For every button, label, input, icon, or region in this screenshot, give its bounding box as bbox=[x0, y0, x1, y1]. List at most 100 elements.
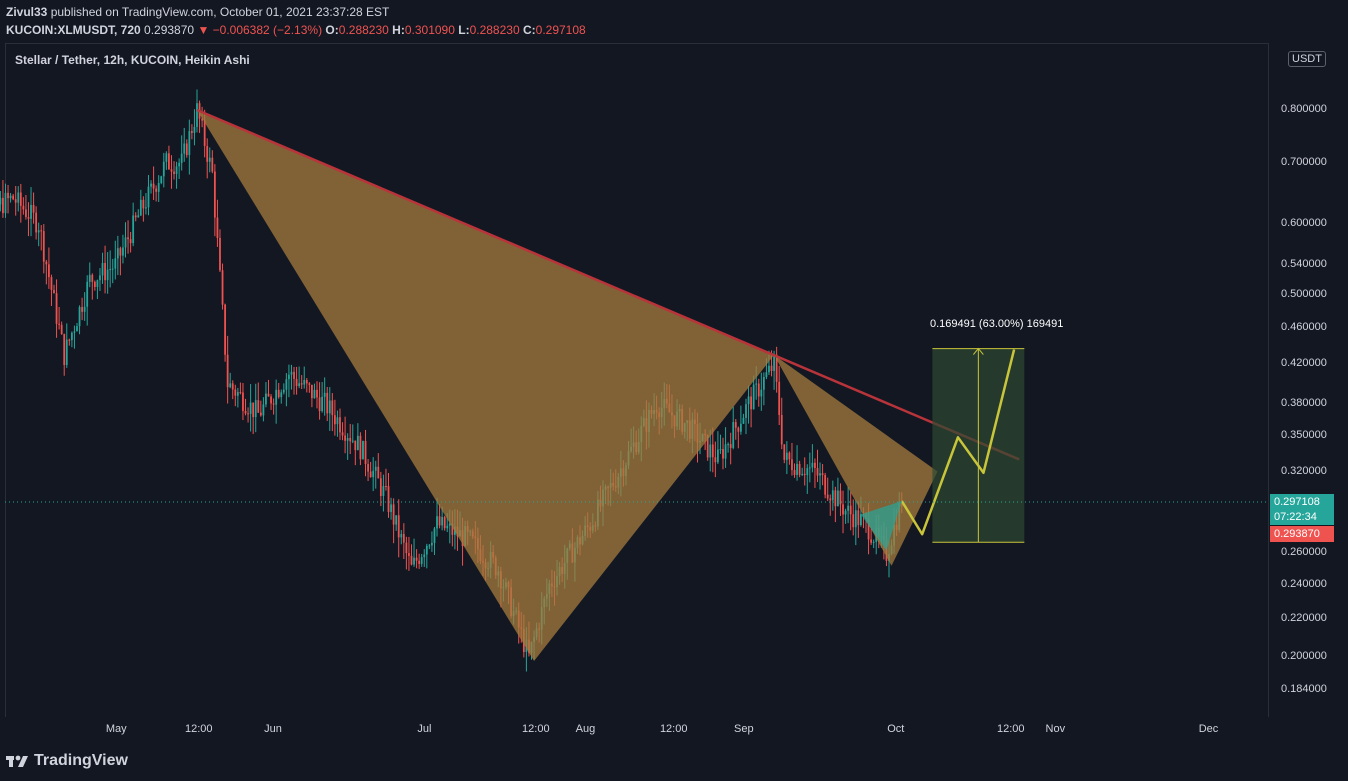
candle-body bbox=[106, 269, 109, 281]
candle-body bbox=[242, 392, 244, 411]
candle-body bbox=[265, 393, 267, 405]
candle-body bbox=[134, 215, 137, 218]
candle-body bbox=[870, 539, 873, 543]
drawings-layer bbox=[196, 108, 1025, 661]
series-legend[interactable]: Stellar / Tether, 12h, KUCOIN, Heikin As… bbox=[15, 53, 250, 67]
candle-body bbox=[203, 120, 206, 146]
candle-body bbox=[372, 470, 375, 478]
candle-body bbox=[742, 417, 745, 424]
x-tick-label: Sep bbox=[733, 723, 754, 735]
candle-body bbox=[119, 248, 122, 256]
candle-body bbox=[395, 515, 398, 525]
candle-body bbox=[867, 518, 870, 540]
candle-body bbox=[2, 197, 4, 214]
candle-body bbox=[168, 153, 170, 170]
candle-body bbox=[737, 427, 740, 432]
candle-body bbox=[183, 143, 186, 154]
candle-body bbox=[129, 239, 132, 244]
candle-body bbox=[142, 199, 145, 209]
candle-body bbox=[328, 400, 331, 414]
candle-body bbox=[313, 389, 316, 399]
candle-body bbox=[747, 396, 750, 405]
candle-body bbox=[60, 324, 63, 335]
candle-body bbox=[190, 131, 193, 133]
published-text: published on TradingView.com, October 01… bbox=[50, 5, 390, 19]
candle-body bbox=[402, 534, 405, 543]
x-tick-label: May bbox=[105, 723, 127, 735]
y-tick-label: 0.240000 bbox=[1281, 578, 1327, 591]
candle-body bbox=[236, 392, 239, 396]
close-value: 0.297108 bbox=[535, 23, 586, 37]
candle-body bbox=[793, 470, 796, 475]
y-tick-label: 0.540000 bbox=[1281, 258, 1327, 271]
candle-body bbox=[390, 504, 392, 512]
candle-body bbox=[160, 176, 163, 184]
candle-body bbox=[387, 486, 390, 512]
candle-body bbox=[188, 131, 191, 156]
candle-body bbox=[436, 516, 438, 529]
candle-body bbox=[234, 389, 237, 396]
candle-body bbox=[423, 554, 426, 558]
candle-body bbox=[208, 157, 211, 162]
y-tick-label: 0.260000 bbox=[1281, 546, 1327, 559]
candle-body bbox=[25, 209, 27, 218]
candle-body bbox=[122, 247, 124, 256]
candle-body bbox=[356, 435, 359, 451]
candle-body bbox=[839, 490, 842, 505]
candle-body bbox=[70, 332, 73, 341]
candle-body bbox=[275, 389, 278, 405]
candle-body bbox=[798, 463, 801, 475]
candle-body bbox=[339, 417, 341, 433]
candle-body bbox=[68, 339, 71, 341]
candle-body bbox=[775, 354, 778, 382]
candle-body bbox=[717, 449, 719, 463]
candle-body bbox=[83, 306, 86, 312]
candle-body bbox=[50, 277, 53, 290]
candle-body bbox=[63, 334, 66, 365]
x-tick-label: Nov bbox=[1045, 723, 1066, 735]
projection-path bbox=[900, 349, 1016, 536]
y-tick-label: 0.200000 bbox=[1281, 650, 1327, 662]
y-tick-label: 0.500000 bbox=[1281, 288, 1327, 301]
candle-body bbox=[727, 444, 730, 446]
candle-body bbox=[178, 162, 181, 167]
candle-body bbox=[438, 516, 441, 526]
y-tick-label: 0.600000 bbox=[1281, 216, 1327, 229]
publish-info: Zivul33 published on TradingView.com, Oc… bbox=[6, 5, 389, 19]
candle-body bbox=[247, 413, 249, 415]
candle-body bbox=[9, 195, 12, 199]
author-name[interactable]: Zivul33 bbox=[6, 5, 48, 19]
candle-body bbox=[711, 444, 714, 458]
candle-body bbox=[852, 514, 855, 528]
candle-body bbox=[185, 143, 188, 156]
candle-body bbox=[22, 205, 25, 210]
candle-body bbox=[37, 230, 40, 233]
candle-body bbox=[259, 412, 262, 416]
candle-body bbox=[359, 435, 362, 460]
candle-body bbox=[778, 381, 781, 416]
candle-body bbox=[821, 473, 824, 476]
candle-body bbox=[76, 326, 78, 332]
candle-body bbox=[132, 215, 135, 244]
candle-body bbox=[785, 452, 788, 460]
candle-body bbox=[420, 557, 423, 564]
candle-body bbox=[147, 186, 150, 208]
candle-body bbox=[73, 331, 76, 333]
harmonic-triangle-1 bbox=[197, 110, 775, 661]
tradingview-logo[interactable]: TradingView bbox=[6, 752, 128, 770]
close-price-tag: 0.297108 bbox=[1270, 494, 1334, 510]
last-price: 0.293870 bbox=[144, 23, 195, 37]
candle-body bbox=[826, 494, 829, 499]
candle-body bbox=[706, 434, 709, 458]
candle-body bbox=[239, 392, 242, 394]
candle-body bbox=[709, 444, 712, 458]
currency-badge[interactable]: USDT bbox=[1288, 51, 1326, 67]
candle-body bbox=[780, 415, 783, 445]
candle-body bbox=[173, 171, 175, 175]
candle-body bbox=[293, 371, 295, 379]
candle-body bbox=[801, 473, 804, 475]
x-tick-label: Jul bbox=[417, 723, 432, 735]
candle-body bbox=[150, 183, 152, 187]
candle-body bbox=[734, 422, 737, 428]
